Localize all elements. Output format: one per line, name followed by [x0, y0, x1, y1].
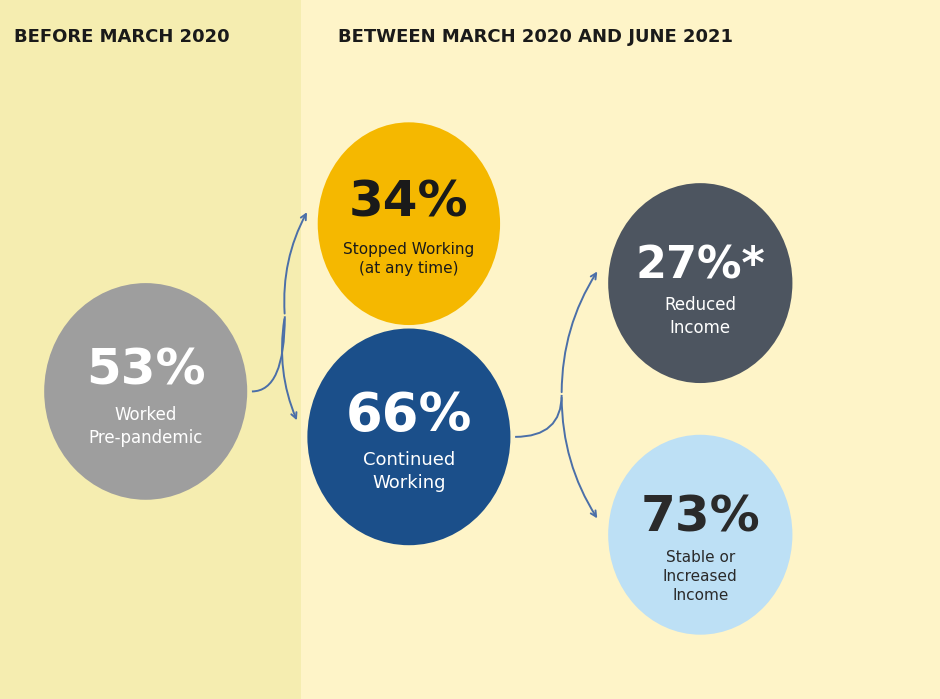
Text: Continued
Working: Continued Working: [363, 452, 455, 492]
Text: Stable or
Increased
Income: Stable or Increased Income: [663, 550, 738, 603]
Text: BETWEEN MARCH 2020 AND JUNE 2021: BETWEEN MARCH 2020 AND JUNE 2021: [338, 28, 733, 46]
Ellipse shape: [307, 329, 510, 545]
Text: 53%: 53%: [86, 347, 206, 394]
Text: 27%*: 27%*: [635, 244, 765, 287]
Text: Stopped Working
(at any time): Stopped Working (at any time): [343, 242, 475, 275]
Ellipse shape: [608, 435, 792, 635]
FancyBboxPatch shape: [0, 0, 301, 699]
Text: 34%: 34%: [349, 179, 469, 226]
Ellipse shape: [44, 283, 247, 500]
Ellipse shape: [318, 122, 500, 325]
Text: BEFORE MARCH 2020: BEFORE MARCH 2020: [14, 28, 229, 46]
Text: 73%: 73%: [640, 493, 760, 541]
Text: Worked
Pre-pandemic: Worked Pre-pandemic: [88, 406, 203, 447]
Text: 66%: 66%: [346, 390, 472, 442]
Text: Reduced
Income: Reduced Income: [665, 296, 736, 337]
Ellipse shape: [608, 183, 792, 383]
